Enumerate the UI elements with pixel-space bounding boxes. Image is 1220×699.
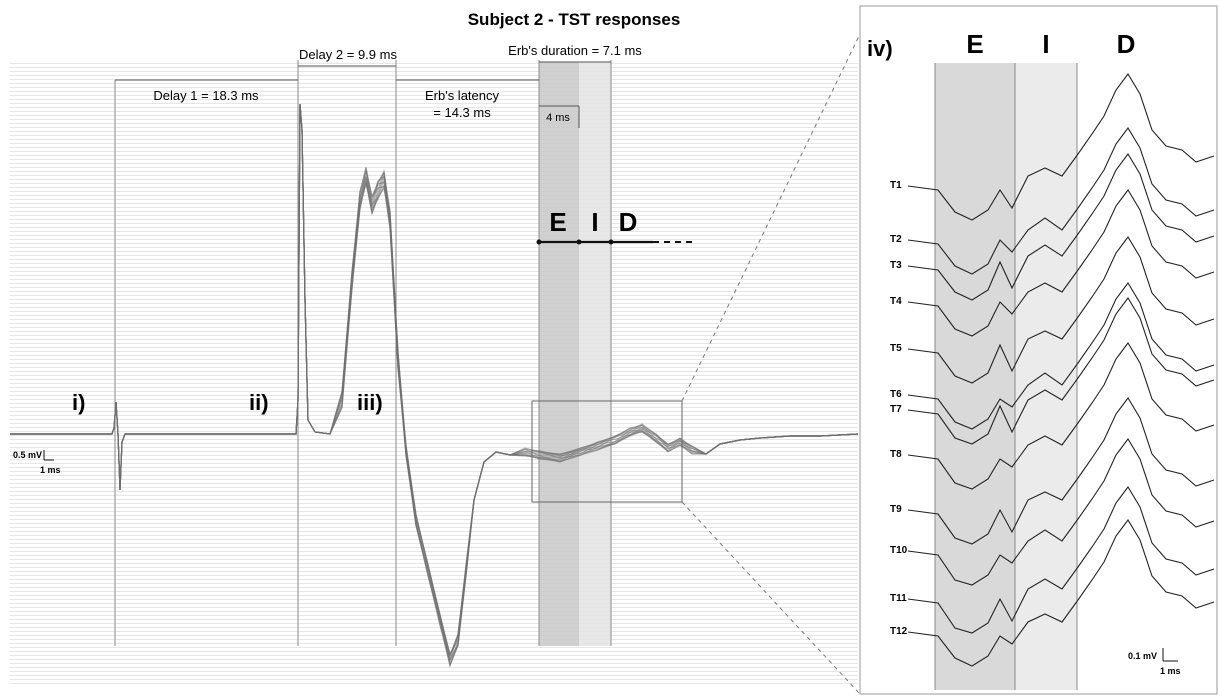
panel-label-i: i) [72,390,85,415]
interval-brackets [115,61,611,128]
phase-label-e: E [549,207,566,237]
trial-label: T11 [890,593,907,604]
phase-markers-main: E I D [536,207,692,245]
inset-trace [907,438,1215,586]
main-scale-amplitude: 0.5 mV [13,450,42,460]
inset-scale-amplitude: 0.1 mV [1128,651,1157,661]
delay1-label: Delay 1 = 18.3 ms [153,88,259,103]
inset-trace [907,486,1215,634]
main-plot-background [10,62,858,686]
inset-scale-bar: 0.1 mV 1 ms [1128,648,1181,676]
inset-trace [907,73,1215,221]
panel-label-ii: ii) [249,390,269,415]
inset-trace [907,236,1215,384]
inset-trace [907,397,1215,545]
inset-trace [907,153,1215,301]
inset-trial-labels: T1 T2 T3 T4 T5 T6 T7 T8 T9 T10 T11 T12 [890,180,908,637]
inset-trace [907,297,1215,445]
inset-panel-label: iv) [867,36,893,61]
trial-label: T4 [890,296,902,307]
trial-label: T2 [890,234,902,245]
phase-dot-e [536,239,542,245]
inset-trace [907,282,1215,430]
trial-label: T7 [890,404,902,415]
chart-title: Subject 2 - TST responses [468,10,681,29]
phase-dot-d [608,239,614,245]
trial-label: T3 [890,260,902,271]
erb-window-light [579,62,611,646]
main-trace [10,103,859,668]
main-traces [10,103,859,668]
inset-phase-e: E [966,29,983,59]
inset-i-region [1015,63,1077,690]
zoom-connector-top [681,33,861,402]
inset-trace [907,342,1215,490]
trial-label: T10 [890,545,908,556]
main-scale-bar: 0.5 mV 1 ms [13,450,61,475]
window-label: 4 ms [546,112,570,124]
phase-label-d: D [619,207,638,237]
trial-label: T8 [890,449,902,460]
erb-duration-label: Erb's duration = 7.1 ms [508,43,642,58]
phase-dot-i [576,239,582,245]
phase-label-i: I [591,207,598,237]
trial-label: T6 [890,389,902,400]
zoom-connector-bottom [681,501,861,695]
inset-phase-i: I [1042,29,1049,59]
trial-label: T1 [890,180,902,191]
erb-window-dark [539,62,579,646]
zoom-box [531,400,683,503]
inset-e-region [935,63,1015,690]
inset-trace [907,519,1215,667]
panel-label-iii: iii) [357,390,383,415]
inset-phase-d: D [1117,29,1136,59]
inset-panel: iv) E I D T1 T2 T3 T4 T5 T6 T7 T8 T9 T10 T11 T12 0.… [859,5,1218,695]
delay2-label: Delay 2 = 9.9 ms [299,47,397,62]
main-scale-time: 1 ms [40,465,61,475]
erb-latency-label-2: = 14.3 ms [433,105,491,120]
trial-label: T9 [890,504,902,515]
inset-traces [907,73,1215,667]
inset-trace [907,189,1215,337]
trial-label: T5 [890,343,902,354]
trial-label: T12 [890,626,908,637]
inset-trace [907,127,1215,275]
erb-latency-label-1: Erb's latency [425,88,500,103]
inset-scale-time: 1 ms [1160,666,1181,676]
